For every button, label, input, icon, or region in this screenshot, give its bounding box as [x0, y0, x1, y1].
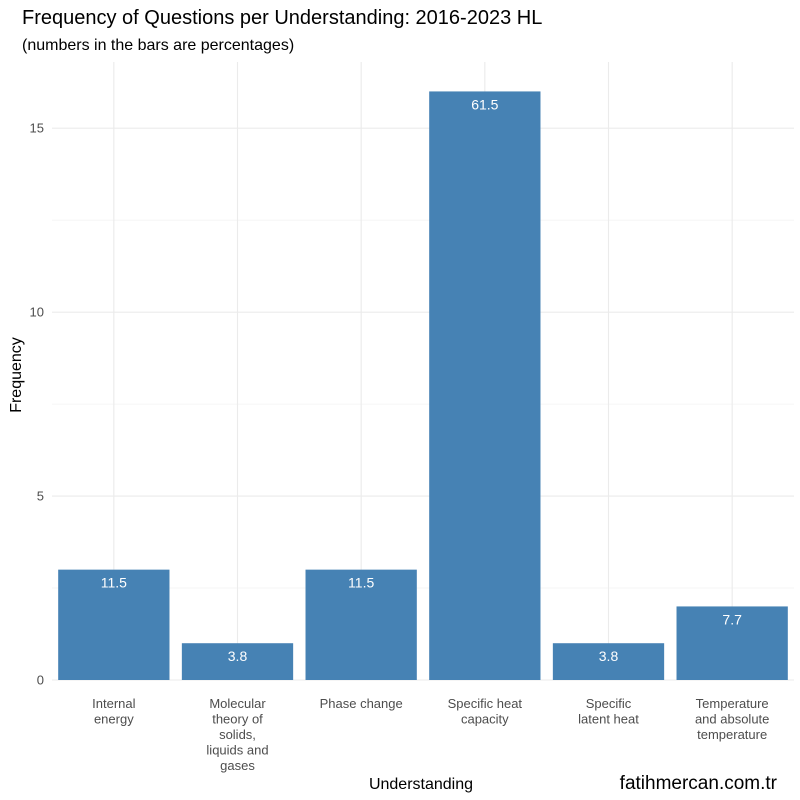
bar — [429, 91, 541, 680]
x-tick-label: Phase change — [320, 696, 403, 711]
x-tick-label-line: Specific heat — [448, 696, 523, 711]
y-tick-label: 5 — [37, 489, 44, 504]
x-tick-label-line: Temperature — [696, 696, 769, 711]
x-axis-title: Understanding — [369, 776, 473, 793]
x-tick-label-line: Molecular — [209, 696, 266, 711]
bar — [58, 569, 170, 680]
plot-area: 11.5 3.8 11.5 61.5 3.8 7.7 0 5 10 15 Internal ene… — [30, 62, 794, 773]
x-tick-label-line: theory of — [212, 712, 263, 727]
bar — [305, 569, 417, 680]
x-tick-label-line: temperature — [697, 727, 767, 742]
x-tick-label-line: latent heat — [578, 712, 639, 727]
y-tick-label: 0 — [37, 673, 44, 688]
chart-title: Frequency of Questions per Understanding… — [22, 7, 542, 29]
bar — [552, 643, 665, 680]
y-axis-ticks: 0 5 10 15 — [30, 121, 44, 688]
x-tick-label-line: and absolute — [695, 712, 769, 727]
bar — [676, 606, 788, 680]
x-tick-label: Molecular theory of solids, liquids and gase… — [206, 696, 268, 773]
bar-labels: 11.5 3.8 11.5 61.5 3.8 7.7 — [101, 96, 742, 664]
y-tick-label: 10 — [30, 305, 44, 320]
bar-label: 11.5 — [101, 575, 127, 591]
bars — [58, 91, 788, 680]
x-tick-label-line: Phase change — [320, 696, 403, 711]
chart-subtitle: (numbers in the bars are percentages) — [22, 37, 294, 54]
x-tick-label-line: liquids and — [206, 743, 268, 758]
x-tick-label-line: solids, — [219, 727, 256, 742]
y-axis-title: Frequency — [8, 337, 25, 413]
x-tick-label: Specific latent heat — [578, 696, 639, 727]
bar-label: 11.5 — [348, 575, 374, 591]
bar-label: 7.7 — [722, 611, 742, 627]
x-tick-label-line: Internal — [92, 696, 135, 711]
x-tick-label: Internal energy — [92, 696, 135, 727]
x-tick-label-line: capacity — [461, 712, 509, 727]
x-tick-label: Temperature and absolute temperature — [695, 696, 769, 742]
bar — [181, 643, 294, 680]
caption: fatihmercan.com.tr — [620, 773, 778, 794]
x-tick-label-line: gases — [220, 758, 255, 773]
bar-label: 3.8 — [599, 648, 619, 664]
bar-label: 61.5 — [471, 96, 498, 112]
x-tick-label: Specific heat capacity — [448, 696, 523, 727]
bar-label: 3.8 — [228, 648, 248, 664]
y-tick-label: 15 — [30, 121, 44, 136]
x-tick-label-line: energy — [94, 712, 134, 727]
x-tick-label-line: Specific — [586, 696, 632, 711]
